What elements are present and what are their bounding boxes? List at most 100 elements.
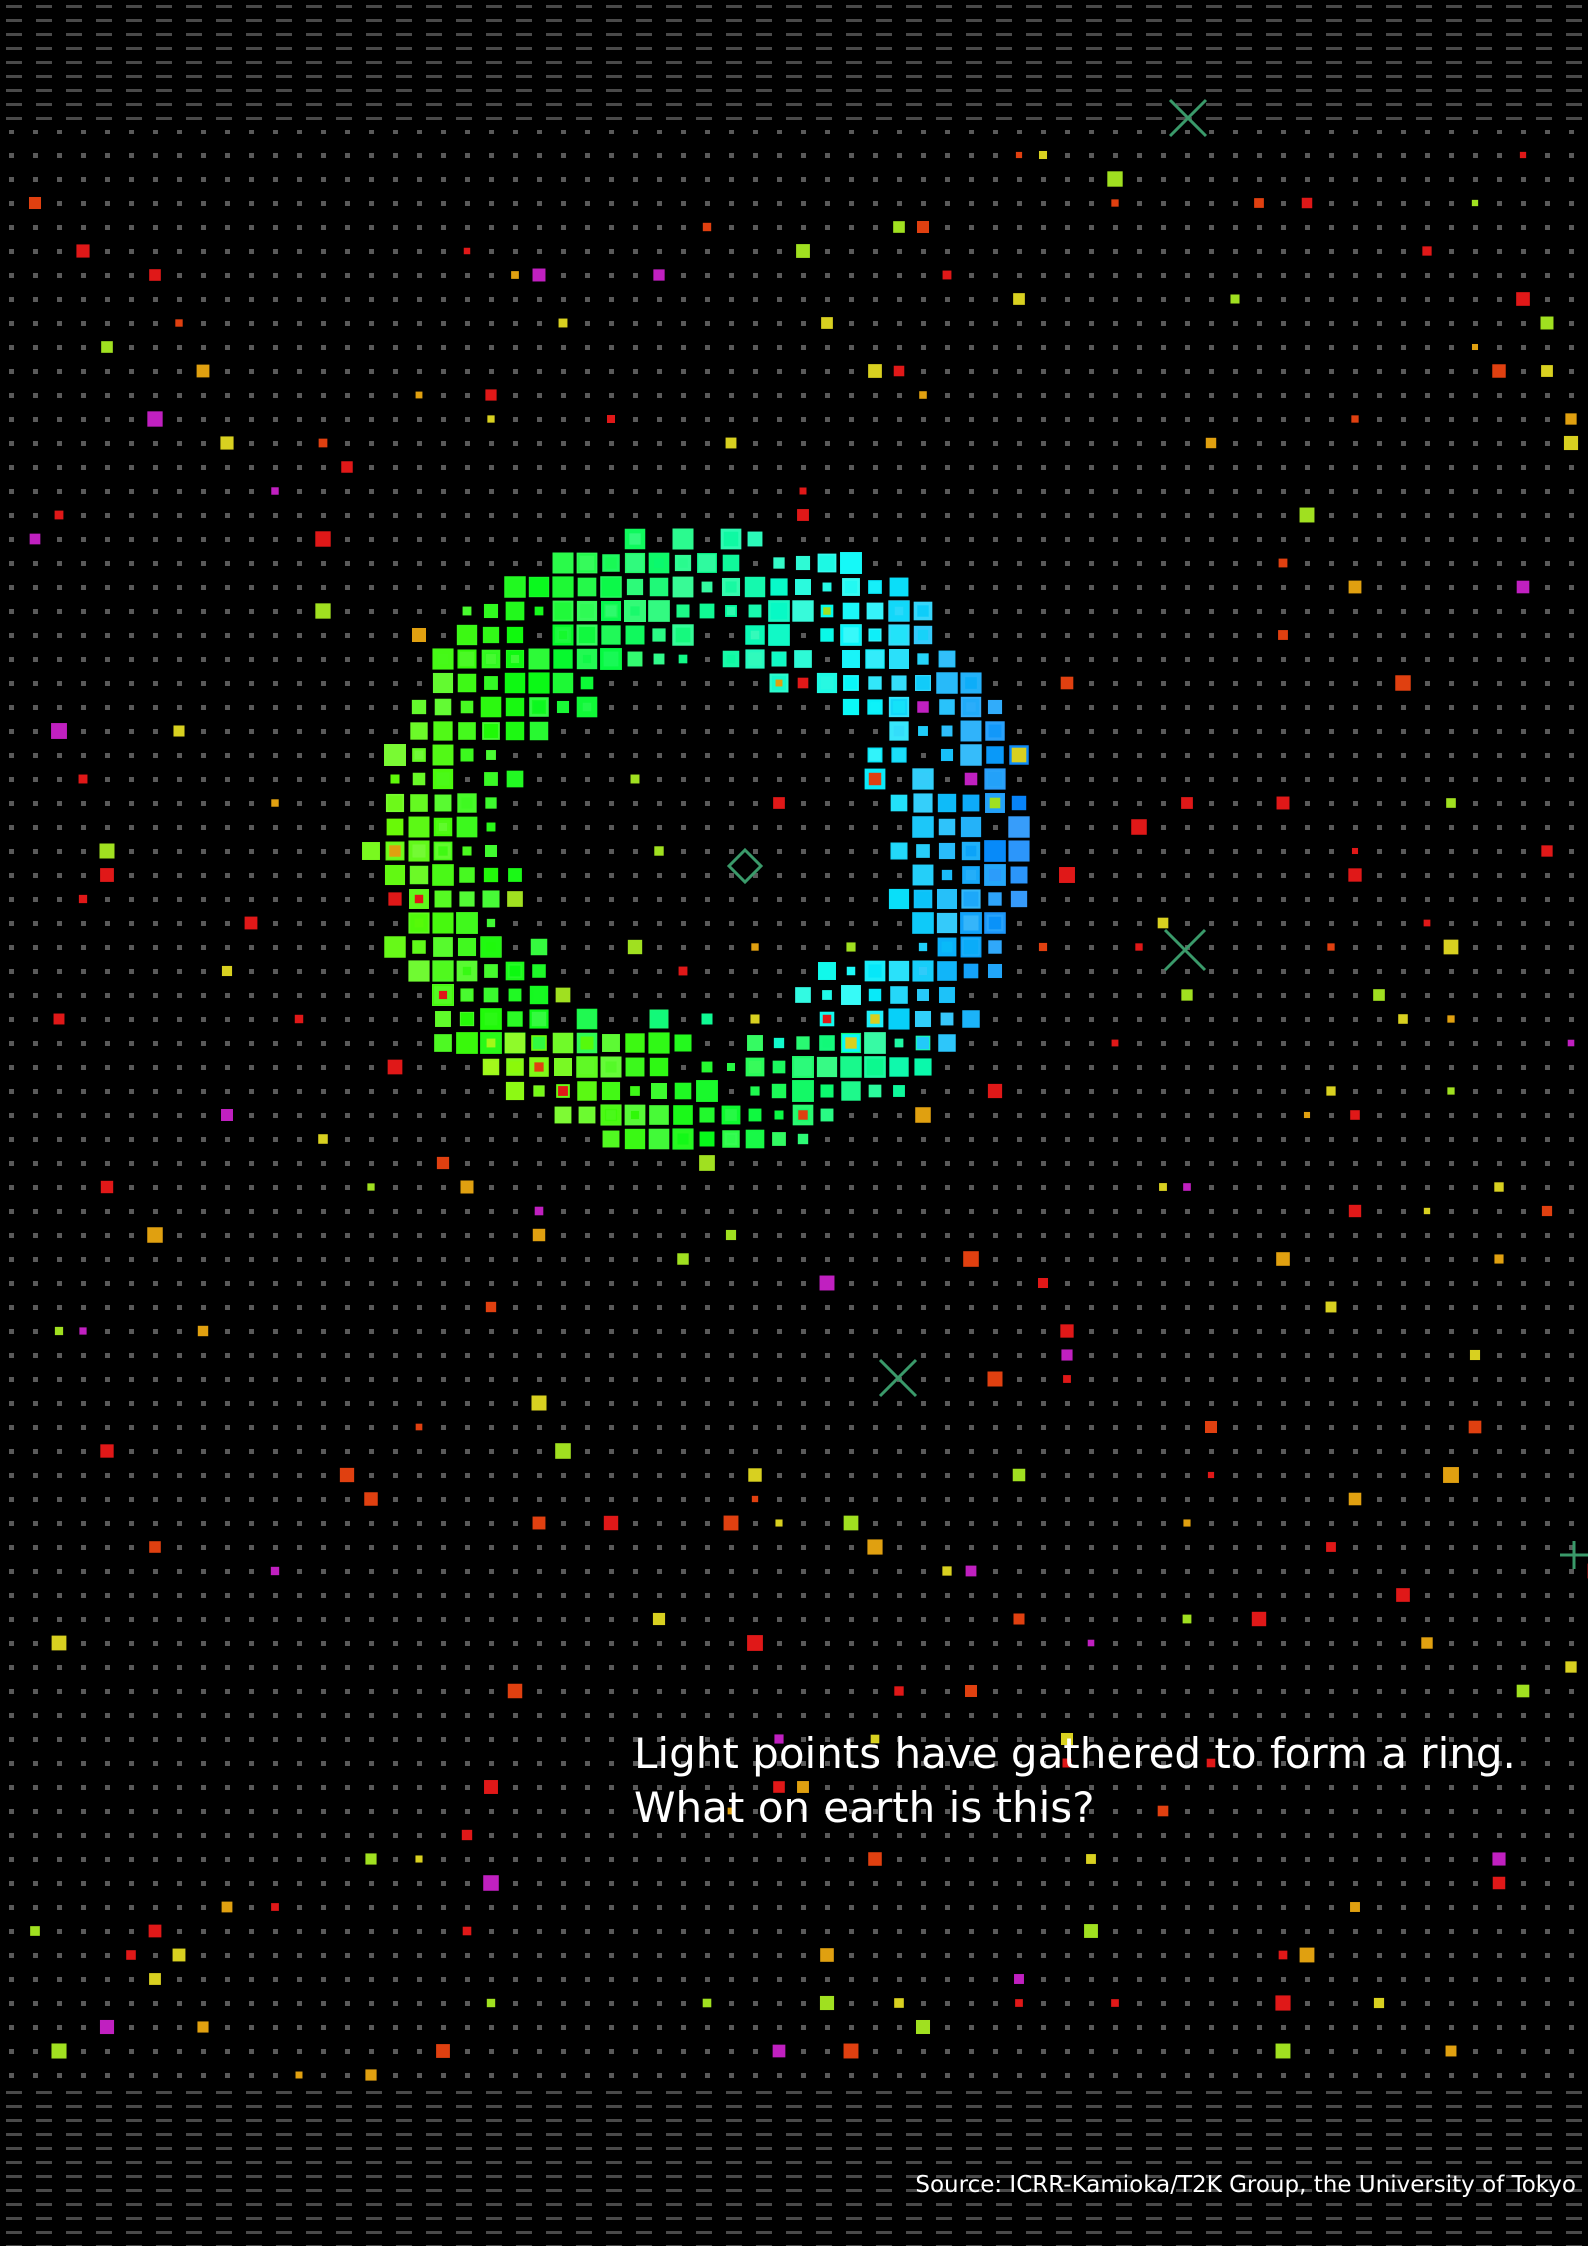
hit (1205, 437, 1217, 449)
hit (914, 1058, 932, 1076)
hit (485, 389, 497, 401)
hit (1351, 847, 1359, 855)
hit (963, 963, 979, 979)
hit (964, 772, 978, 786)
hit (677, 1253, 689, 1265)
hit (918, 966, 928, 976)
hit (1445, 2045, 1457, 2057)
hit (868, 1084, 882, 1098)
hit (438, 846, 448, 856)
hit (412, 940, 426, 954)
hit (508, 988, 522, 1002)
x-marker (878, 1358, 918, 1398)
hit (318, 1134, 328, 1144)
hit (844, 580, 858, 594)
hit (577, 1081, 597, 1101)
hit (1276, 796, 1290, 810)
hit (1008, 816, 1030, 838)
hit (78, 894, 88, 904)
hit (484, 1780, 498, 1794)
hit (792, 1080, 814, 1102)
hit (459, 891, 475, 907)
hit (315, 531, 331, 547)
hit (962, 794, 980, 812)
hit (820, 628, 834, 642)
hit (869, 605, 881, 617)
hit (462, 1926, 472, 1936)
hit (1447, 1087, 1455, 1095)
hit (100, 1444, 114, 1458)
source-credit: Source: ICRR-Kamioka/T2K Group, the Univ… (915, 2172, 1576, 2198)
hit (434, 890, 452, 908)
hit (725, 1229, 737, 1241)
hit (1062, 1758, 1072, 1768)
hit (1519, 151, 1527, 159)
hit (914, 1010, 932, 1028)
hit (1015, 151, 1023, 159)
hit (821, 317, 833, 329)
hit (318, 438, 328, 448)
hit (607, 415, 615, 423)
hit (367, 1183, 375, 1191)
hit (869, 581, 881, 593)
hit (649, 1105, 669, 1125)
hit (386, 818, 404, 836)
hit (1061, 1349, 1073, 1361)
hit (387, 1059, 403, 1075)
hit (1131, 819, 1147, 835)
hit (432, 744, 454, 766)
hit (1205, 1421, 1217, 1433)
hit (1037, 1277, 1049, 1289)
hit (1157, 1805, 1169, 1817)
hit (244, 916, 258, 930)
hit (820, 1948, 834, 1962)
hit (912, 912, 934, 934)
hit (937, 793, 957, 813)
hit (942, 270, 952, 280)
hit (415, 391, 423, 399)
hit (147, 1227, 163, 1243)
hit (843, 1515, 859, 1531)
hit (868, 964, 882, 978)
hit (820, 676, 834, 690)
hit (1038, 150, 1048, 160)
hit (415, 1855, 423, 1863)
hit (1299, 1947, 1315, 1963)
hit (601, 1081, 621, 1101)
hit (627, 939, 643, 955)
hit (866, 650, 884, 668)
hit (725, 581, 737, 593)
hit (723, 531, 739, 547)
hit (1012, 1468, 1026, 1482)
hit (630, 1086, 640, 1096)
hit (460, 1012, 474, 1026)
hit (458, 722, 476, 740)
hit (528, 648, 550, 670)
hit (437, 1013, 449, 1025)
hit (484, 772, 498, 786)
hit (678, 558, 688, 568)
hit (822, 1038, 832, 1048)
hit (654, 846, 664, 856)
hit (437, 653, 449, 665)
hit (822, 1014, 832, 1024)
hit (505, 721, 525, 741)
hit (484, 676, 498, 690)
hit (412, 772, 426, 786)
hit (774, 1110, 784, 1120)
hit (602, 1130, 620, 1148)
hit (529, 577, 549, 597)
hit (1278, 558, 1288, 568)
hit (773, 1781, 785, 1793)
hit (1494, 1254, 1504, 1264)
hit (552, 1032, 574, 1054)
hit (412, 844, 426, 858)
hit (727, 1807, 735, 1815)
hit (1254, 198, 1264, 208)
hit (605, 557, 617, 569)
hit (750, 630, 760, 640)
hit (460, 700, 474, 714)
hit (1111, 1039, 1119, 1047)
hit (580, 1108, 594, 1122)
hit (1060, 1324, 1074, 1338)
